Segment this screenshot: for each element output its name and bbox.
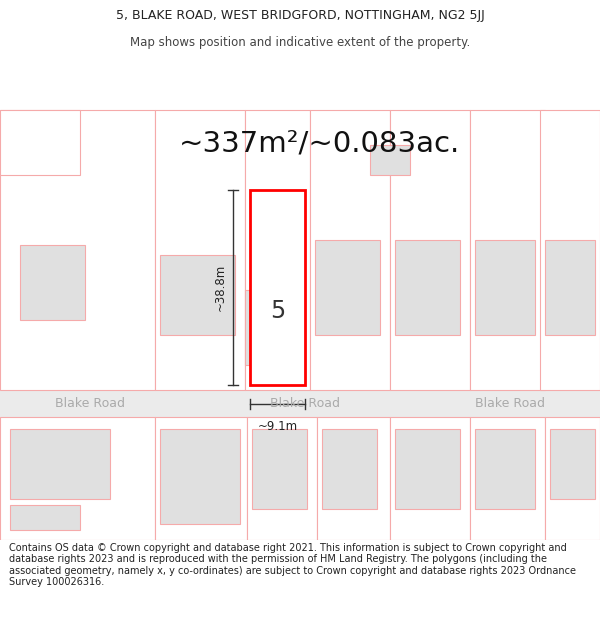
Bar: [470, 110, 545, 390]
Bar: [370, 145, 410, 175]
Text: ~38.8m: ~38.8m: [214, 264, 227, 311]
Bar: [315, 240, 380, 335]
Bar: [545, 417, 600, 540]
Text: 5: 5: [270, 299, 285, 323]
Bar: [0, 110, 155, 390]
Bar: [155, 417, 247, 540]
Bar: [395, 240, 460, 335]
Text: 5, BLAKE ROAD, WEST BRIDGFORD, NOTTINGHAM, NG2 5JJ: 5, BLAKE ROAD, WEST BRIDGFORD, NOTTINGHA…: [116, 9, 484, 22]
Bar: [245, 290, 305, 365]
Bar: [0, 110, 80, 175]
Text: Blake Road: Blake Road: [270, 397, 340, 410]
Bar: [540, 110, 600, 390]
Bar: [390, 110, 470, 390]
Text: ~9.1m: ~9.1m: [257, 420, 298, 433]
Bar: [155, 110, 245, 390]
Bar: [475, 240, 535, 335]
Bar: [250, 190, 305, 385]
Bar: [550, 429, 595, 499]
Bar: [322, 429, 377, 509]
Bar: [475, 429, 535, 509]
Bar: [310, 110, 390, 390]
Bar: [0, 390, 600, 417]
Bar: [252, 429, 307, 509]
Bar: [0, 417, 155, 540]
Bar: [20, 245, 85, 320]
Bar: [545, 240, 595, 335]
Bar: [160, 255, 235, 335]
Bar: [247, 417, 317, 540]
Bar: [245, 110, 310, 390]
Bar: [470, 417, 545, 540]
Bar: [317, 417, 390, 540]
Text: Map shows position and indicative extent of the property.: Map shows position and indicative extent…: [130, 36, 470, 49]
Text: Blake Road: Blake Road: [55, 397, 125, 410]
Bar: [10, 505, 80, 530]
Text: Contains OS data © Crown copyright and database right 2021. This information is : Contains OS data © Crown copyright and d…: [9, 542, 576, 588]
Text: ~337m²/~0.083ac.: ~337m²/~0.083ac.: [179, 129, 461, 157]
Bar: [390, 417, 470, 540]
Text: Blake Road: Blake Road: [475, 397, 545, 410]
Bar: [10, 429, 110, 499]
Bar: [160, 429, 240, 524]
Bar: [395, 429, 460, 509]
